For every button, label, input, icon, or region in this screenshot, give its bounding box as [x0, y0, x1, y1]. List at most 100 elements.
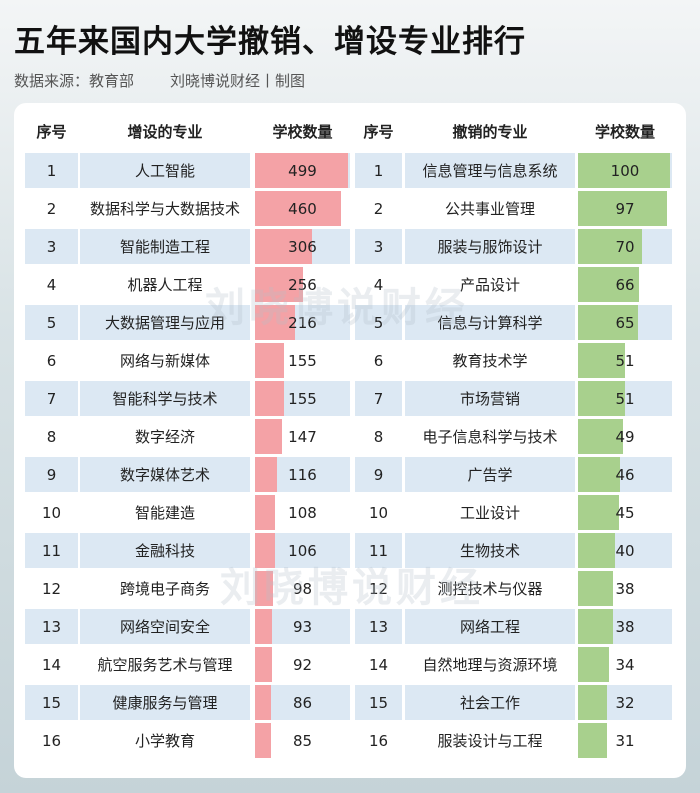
major: 网络工程	[405, 609, 575, 644]
removed-bar	[578, 609, 613, 644]
count-label: 85	[292, 731, 313, 750]
major: 服装设计与工程	[437, 732, 543, 750]
credit: 刘晓博说财经丨制图	[170, 72, 306, 90]
removed-bar	[578, 267, 639, 302]
rank: 15	[355, 685, 402, 720]
count-label: 32	[615, 693, 635, 712]
count-label: 147	[288, 427, 317, 446]
removed-bar	[578, 305, 638, 340]
removed-bar	[578, 495, 620, 530]
count-label: 45	[615, 503, 635, 522]
added-bar	[255, 457, 277, 492]
major: 小学教育	[134, 732, 195, 750]
removed-bar	[578, 381, 625, 416]
major: 服装与服饰设计	[405, 229, 575, 264]
major: 智能制造工程	[80, 229, 250, 264]
rank: 14	[368, 655, 389, 674]
added-bar	[255, 305, 296, 340]
added-bar	[255, 381, 284, 416]
removed-bar	[578, 229, 643, 264]
removed-bar	[578, 191, 668, 226]
count-label: 31	[615, 731, 635, 750]
major: 广告学	[405, 457, 575, 492]
rank: 8	[373, 427, 384, 446]
count-label: 51	[615, 389, 635, 408]
rank: 1	[355, 153, 402, 188]
rank: 7	[355, 381, 402, 416]
table-card	[14, 103, 686, 778]
major: 健康服务与管理	[80, 685, 250, 720]
rank: 16	[368, 731, 389, 750]
removed-bar	[578, 685, 608, 720]
major: 电子信息科学与技术	[422, 428, 558, 446]
count-label: 93	[292, 617, 313, 636]
count-label: 108	[288, 503, 317, 522]
major: 数据科学与大数据技术	[89, 200, 240, 218]
count-label: 38	[615, 617, 635, 636]
added-bar	[255, 495, 276, 530]
added-bar	[255, 609, 273, 644]
major: 工业设计	[459, 504, 520, 522]
rank: 8	[46, 427, 57, 446]
added-bar	[255, 343, 284, 378]
added-bar	[255, 191, 341, 226]
count-label: 460	[288, 199, 317, 218]
count-label: 98	[292, 579, 313, 598]
rank: 11	[355, 533, 402, 568]
rank: 14	[41, 655, 62, 674]
added-bar	[255, 267, 303, 302]
added-bar	[255, 647, 273, 682]
major: 生物技术	[405, 533, 575, 568]
rank: 2	[373, 199, 384, 218]
rank: 9	[355, 457, 402, 492]
rank: 13	[25, 609, 78, 644]
count-label: 40	[615, 541, 635, 560]
count-label: 155	[288, 351, 317, 370]
rank: 6	[46, 351, 57, 370]
rank: 3	[355, 229, 402, 264]
column-header: 撤销的专业	[452, 122, 528, 141]
major: 人工智能	[80, 153, 250, 188]
rank: 11	[25, 533, 78, 568]
count-label: 70	[615, 237, 635, 256]
count-label: 256	[288, 275, 317, 294]
major: 航空服务艺术与管理	[97, 656, 233, 674]
rank: 9	[25, 457, 78, 492]
count-label: 106	[288, 541, 317, 560]
count-label: 216	[288, 313, 317, 332]
major: 机器人工程	[127, 276, 203, 294]
watermark: 刘晓博说财经	[220, 565, 484, 611]
watermark: 刘晓博说财经	[205, 285, 469, 331]
major: 自然地理与资源环境	[422, 656, 558, 674]
rank: 5	[355, 305, 402, 340]
major: 市场营销	[405, 381, 575, 416]
added-bar	[255, 571, 274, 606]
count-label: 116	[288, 465, 317, 484]
major: 公共事业管理	[444, 200, 535, 218]
column-header: 学校数量	[594, 122, 655, 141]
major: 信息与计算科学	[405, 305, 575, 340]
major: 教育技术学	[452, 352, 528, 370]
rank: 4	[373, 275, 384, 294]
added-bar	[255, 685, 272, 720]
removed-bar	[578, 647, 610, 682]
rank: 4	[46, 275, 57, 294]
added-bar	[255, 153, 348, 188]
column-header: 序号	[36, 122, 67, 141]
count-label: 155	[288, 389, 317, 408]
count-label: 97	[615, 199, 635, 218]
removed-bar	[578, 457, 621, 492]
rank: 12	[41, 579, 62, 598]
removed-bar	[578, 343, 625, 378]
column-header: 序号	[363, 122, 394, 141]
source: 数据来源：教育部	[14, 72, 135, 90]
count-label: 499	[288, 161, 317, 180]
added-bar	[255, 723, 271, 758]
count-label: 46	[615, 465, 635, 484]
rank: 3	[25, 229, 78, 264]
added-bar	[255, 229, 313, 264]
removed-bar	[578, 153, 670, 188]
column-header: 增设的专业	[127, 122, 203, 141]
major: 跨境电子商务	[119, 580, 210, 598]
rank: 2	[46, 199, 57, 218]
